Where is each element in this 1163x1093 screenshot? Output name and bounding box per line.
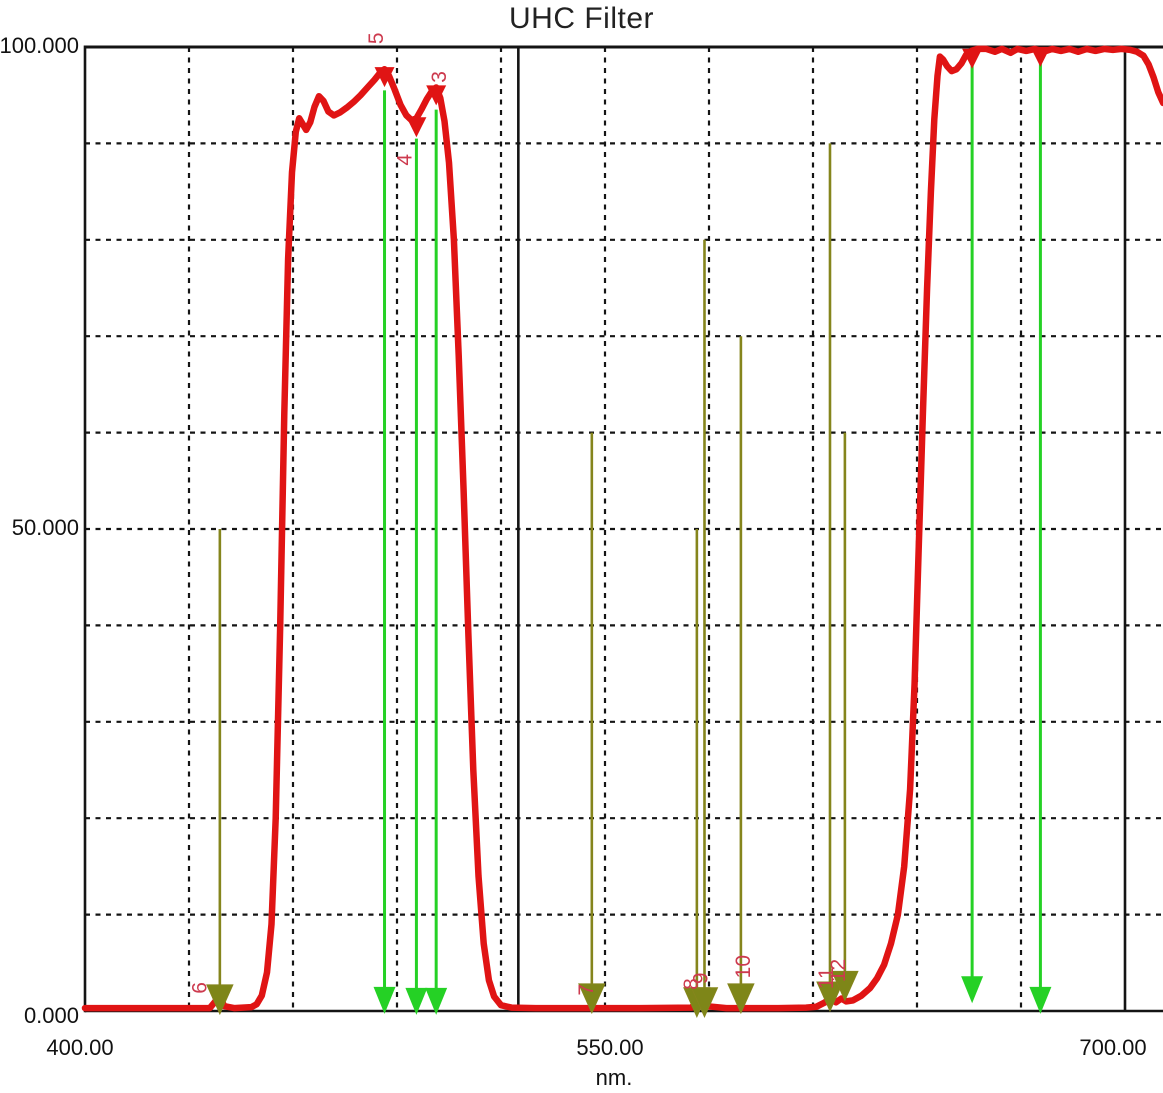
y-axis-tick-label: 100.000 [0, 33, 79, 58]
line-number-label: 9 [689, 972, 712, 984]
y-axis-tick-label: 50.000 [12, 515, 79, 540]
curve-point-marker [426, 85, 447, 106]
line-number-label: 3 [428, 71, 451, 83]
x-axis-tick-label: 550.00 [576, 1035, 643, 1060]
arrow-heads [206, 970, 1052, 1019]
x-axis-unit-label: nm. [596, 1065, 633, 1090]
x-axis-tick-label: 700.00 [1079, 1035, 1146, 1060]
line-number-label: 5 [365, 32, 388, 44]
curve-point-marker [1030, 46, 1051, 67]
line-number-label: 12 [827, 959, 850, 982]
blocked-line-arrowhead [690, 987, 719, 1019]
y-axis-tick-label: 0.000 [24, 1003, 79, 1028]
line-number-label: 11 [815, 967, 838, 989]
line-number-label: 10 [732, 955, 755, 978]
blocked-line-arrowhead [831, 970, 859, 1002]
x-axis-tick-label: 400.00 [46, 1035, 113, 1060]
passband-arrowhead [961, 976, 984, 1004]
blocked-line-arrowhead [578, 983, 606, 1015]
line-number-label: 7 [575, 984, 598, 996]
curve-point-marker [374, 67, 395, 88]
blocked-line-arrowhead [727, 983, 755, 1015]
curve-point-marker [406, 117, 427, 138]
curve-point-marker [962, 48, 983, 69]
line-number-label: 6 [188, 982, 211, 994]
gridlines [85, 47, 1163, 1011]
passband-arrowhead [1029, 986, 1052, 1014]
axis-tick-labels: 100.000 50.000 0.000 400.00 550.00 700.00 nm. [0, 33, 1147, 1090]
passband-arrowhead [425, 987, 448, 1015]
transmission-curve [81, 45, 1163, 1012]
arrow-shafts [218, 58, 1042, 994]
blocked-line-arrowhead [206, 984, 234, 1016]
blocked-line-arrowhead [816, 981, 844, 1013]
passband-arrowhead [405, 987, 428, 1015]
curve-point-markers [374, 46, 1051, 138]
line-number-label: 8 [680, 978, 703, 990]
passband-arrowhead [373, 986, 396, 1014]
line-number-label: 4 [394, 154, 417, 166]
chart-title: UHC Filter [509, 2, 654, 35]
